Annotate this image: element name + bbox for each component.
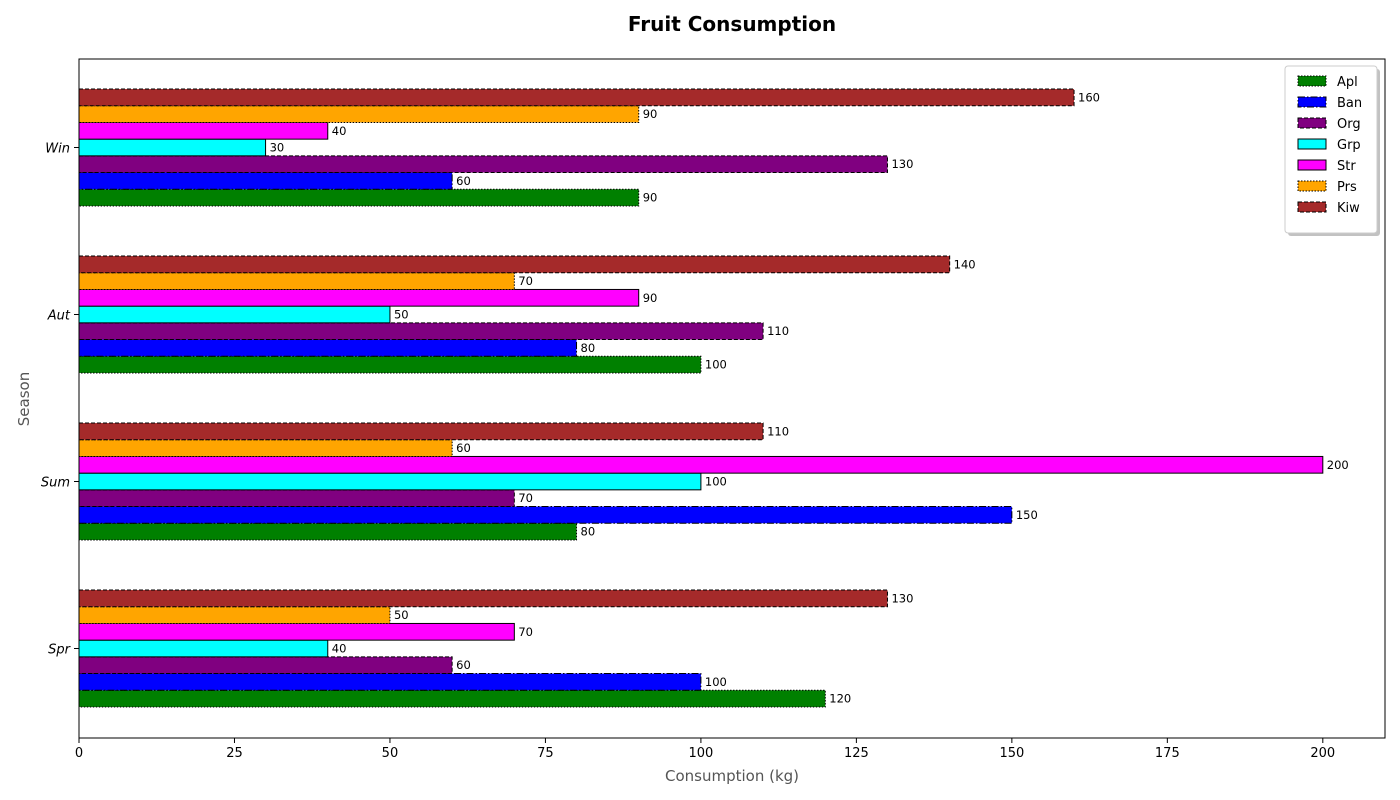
data-label-org-sum: 70 [518,491,533,505]
legend-swatch-ban [1297,96,1327,108]
bar-str-aut [78,288,640,307]
data-label-apl-win: 90 [643,191,658,205]
legend-label-kiw: Kiw [1337,201,1360,216]
y-tick-label-win: Win [45,142,70,157]
x-tick-label: 125 [844,746,869,761]
y-tick-label-aut: Aut [47,309,71,324]
bar-kiw-aut [78,255,951,274]
x-tick-label: 200 [1310,746,1335,761]
x-tick-label: 25 [226,746,243,761]
data-label-apl-sum: 80 [581,525,596,539]
bar-org-spr [78,656,453,675]
data-label-ban-spr: 100 [705,675,727,689]
bars-layer: 120 100 60 40 70 50 130 80 150 70 100 200 60 110 100 80… [78,88,1349,708]
legend-label-prs: Prs [1337,180,1357,195]
x-axis-label: Consumption (kg) [665,767,799,785]
bar-str-spr [78,622,515,641]
bar-str-sum [78,455,1324,474]
x-tick-label: 50 [382,746,399,761]
data-label-ban-aut: 80 [581,341,596,355]
data-label-str-win: 40 [332,124,347,138]
data-label-org-win: 130 [891,157,913,171]
bar-prs-win [78,105,640,123]
bar-apl-sum [78,522,578,541]
legend-swatch-prs [1297,180,1327,192]
bar-kiw-spr [78,589,888,608]
bar-ban-aut [78,339,578,357]
plot-frame [78,58,1386,739]
y-tick-label-spr: Spr [48,643,72,658]
bar-prs-aut [78,272,515,290]
data-label-kiw-sum: 110 [767,424,789,438]
bar-apl-spr [78,689,826,708]
data-label-prs-spr: 50 [394,608,409,622]
legend-label-apl: Apl [1337,75,1358,90]
data-label-kiw-aut: 140 [954,257,976,271]
bar-prs-sum [78,439,453,457]
legend: Apl Ban Org Grp Str Prs Kiw [1284,65,1380,236]
chart-title: Fruit Consumption [628,12,836,36]
x-tick-label: 100 [688,746,713,761]
bar-kiw-sum [78,422,764,441]
x-tick-label: 150 [999,746,1024,761]
data-label-kiw-spr: 130 [891,591,913,605]
data-label-org-spr: 60 [456,658,471,672]
data-label-grp-aut: 50 [394,308,409,322]
bar-org-sum [78,489,515,508]
data-label-apl-spr: 120 [829,692,851,706]
legend-label-ban: Ban [1337,96,1362,111]
y-axis-label: Season [15,372,33,426]
y-tick-label-sum: Sum [41,476,70,491]
bar-grp-sum [78,472,702,491]
legend-box [1284,65,1378,234]
bar-ban-sum [78,506,1013,524]
data-label-str-spr: 70 [518,625,533,639]
x-tick-label: 75 [537,746,554,761]
data-label-prs-sum: 60 [456,441,471,455]
legend-swatch-org [1297,117,1327,129]
data-label-org-aut: 110 [767,324,789,338]
data-label-ban-win: 60 [456,174,471,188]
bar-grp-win [78,138,267,157]
bar-grp-spr [78,639,329,658]
bar-ban-spr [78,673,702,691]
data-label-str-aut: 90 [643,291,658,305]
data-label-apl-aut: 100 [705,358,727,372]
axes-layer: 0 25 50 75 100 125 150 175 200 Spr Sum Aut Win [41,58,1386,761]
data-label-str-sum: 200 [1327,458,1349,472]
legend-swatch-kiw [1297,201,1327,213]
bar-apl-win [78,188,640,207]
bar-str-win [78,121,329,140]
bar-org-win [78,155,888,174]
bar-org-aut [78,322,764,341]
bar-grp-aut [78,305,391,324]
legend-swatch-grp [1297,138,1327,150]
data-label-kiw-win: 160 [1078,90,1100,104]
bar-apl-aut [78,355,702,374]
legend-swatch-apl [1297,75,1327,87]
data-label-prs-aut: 70 [518,274,533,288]
legend-swatch-str [1297,159,1327,171]
data-label-grp-win: 30 [270,141,285,155]
x-tick-label: 0 [75,746,83,761]
bar-prs-spr [78,606,391,624]
legend-label-org: Org [1337,117,1361,132]
data-label-grp-spr: 40 [332,642,347,656]
x-tick-label: 175 [1155,746,1180,761]
data-label-ban-sum: 150 [1016,508,1038,522]
legend-label-grp: Grp [1337,138,1361,153]
data-label-grp-sum: 100 [705,475,727,489]
legend-label-str: Str [1337,159,1356,174]
bar-ban-win [78,172,453,190]
bar-kiw-win [78,88,1075,107]
data-label-prs-win: 90 [643,107,658,121]
